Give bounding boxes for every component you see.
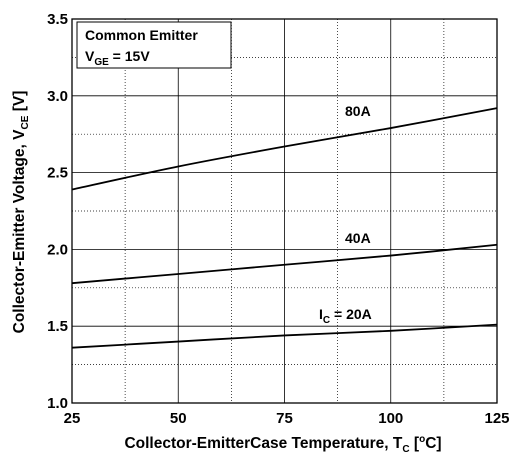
- curves: [71, 107, 498, 349]
- x-axis-title-main: Collector-EmitterCase Temperature, T: [124, 435, 402, 452]
- legend: Common Emitter VGE = 15V: [76, 21, 232, 69]
- y-tick-label: 2.5: [47, 165, 68, 182]
- legend-vge-main: V: [85, 48, 95, 64]
- curve-80a: [71, 107, 498, 191]
- y-axis-title-sub: CE: [20, 115, 31, 129]
- y-tick-label: 3.0: [47, 88, 68, 105]
- x-tick-label: 125: [484, 410, 509, 427]
- x-tick-label: 25: [64, 410, 81, 427]
- y-tick-labels: 1.0 1.5 2.0 2.5 3.0 3.5: [47, 11, 68, 412]
- y-tick-label: 1.5: [47, 318, 68, 335]
- curve-40a: [71, 243, 498, 285]
- y-tick-label: 1.0: [47, 395, 68, 412]
- series-label-20a-main: I: [319, 306, 323, 322]
- legend-line1: Common Emitter: [85, 27, 198, 43]
- series-label-20a-tail: = 20A: [330, 306, 372, 322]
- x-tick-label: 50: [170, 410, 187, 427]
- series-label-40a: 40A: [345, 230, 371, 246]
- y-axis-title-tail: [V]: [11, 91, 28, 116]
- x-axis-title-open: [: [410, 435, 419, 452]
- plot-frame: [71, 18, 498, 404]
- curve-20a: [71, 323, 498, 349]
- grid: [72, 19, 497, 403]
- x-tick-label: 75: [276, 410, 293, 427]
- y-tick-label: 3.5: [47, 11, 68, 28]
- series-label-20a: IC = 20A: [319, 306, 372, 326]
- x-axis-title-sup: o: [419, 434, 425, 445]
- legend-box: [76, 21, 232, 69]
- x-axis-title: Collector-EmitterCase Temperature, TC [o…: [124, 434, 441, 455]
- x-tick-label: 100: [378, 410, 403, 427]
- x-tick-labels: 25 50 75 100 125: [64, 410, 510, 427]
- series-label-80a: 80A: [345, 103, 371, 119]
- legend-vge-tail: = 15V: [109, 48, 151, 64]
- legend-line2: VGE = 15V: [85, 48, 150, 68]
- x-axis-title-sub: C: [402, 444, 409, 455]
- y-axis-title-main: Collector-Emitter Voltage, V: [11, 129, 28, 333]
- series-label-20a-sub: C: [323, 315, 330, 326]
- y-axis-title: Collector-Emitter Voltage, VCE [V]: [11, 91, 31, 334]
- y-tick-label: 2.0: [47, 241, 68, 258]
- legend-vge-sub: GE: [94, 57, 109, 68]
- x-axis-title-close: C]: [425, 435, 441, 452]
